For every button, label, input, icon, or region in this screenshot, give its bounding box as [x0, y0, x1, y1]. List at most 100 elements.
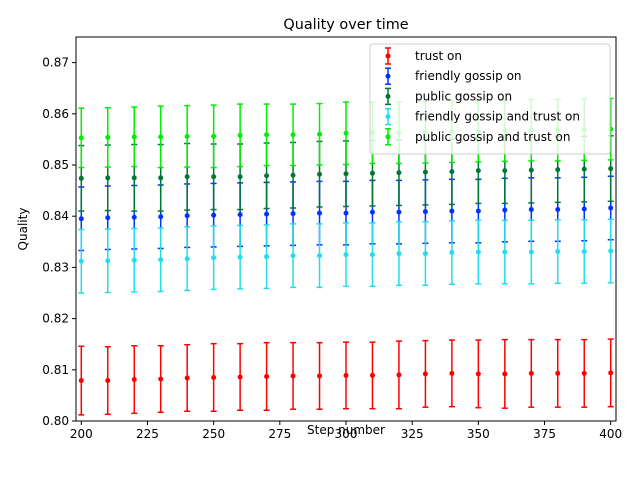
- data-point: [449, 250, 455, 256]
- data-point: [422, 371, 428, 377]
- legend: trust on friendly gossip on public gossip …: [369, 43, 611, 155]
- data-point: [608, 370, 614, 376]
- data-point: [555, 370, 561, 376]
- data-point: [555, 167, 561, 173]
- series-1: [78, 338, 614, 416]
- data-point: [158, 257, 164, 263]
- data-point: [290, 373, 296, 379]
- series-4: [78, 218, 614, 294]
- y-tick-label: 0.80: [42, 414, 69, 428]
- data-point: [184, 375, 190, 381]
- data-point: [528, 207, 534, 213]
- data-point: [502, 371, 508, 377]
- data-point: [449, 169, 455, 175]
- data-point: [78, 258, 84, 264]
- data-point: [475, 168, 481, 174]
- data-point: [184, 174, 190, 180]
- data-point: [264, 173, 270, 179]
- data-point: [264, 132, 270, 138]
- data-point: [211, 255, 217, 261]
- legend-label: public gossip on: [415, 89, 512, 103]
- data-point: [237, 254, 243, 260]
- legend-marker: [385, 114, 391, 120]
- data-point: [502, 168, 508, 174]
- data-point: [131, 377, 137, 383]
- data-point: [475, 208, 481, 214]
- data-point: [237, 212, 243, 218]
- x-tick-label: 225: [136, 427, 159, 441]
- data-point: [158, 134, 164, 140]
- data-point: [158, 376, 164, 382]
- y-axis-label: Quality: [16, 208, 30, 251]
- data-point: [422, 169, 428, 175]
- data-point: [343, 210, 349, 216]
- data-point: [317, 373, 323, 379]
- data-point: [555, 249, 561, 255]
- data-point: [608, 248, 614, 254]
- data-point: [264, 211, 270, 217]
- x-tick-label: 250: [202, 427, 225, 441]
- data-point: [184, 133, 190, 139]
- x-axis-label: Step number: [307, 423, 385, 437]
- data-point: [237, 374, 243, 380]
- data-point: [105, 378, 111, 384]
- data-point: [211, 212, 217, 218]
- data-point: [290, 211, 296, 217]
- data-point: [317, 131, 323, 137]
- data-point: [78, 175, 84, 181]
- data-point: [369, 252, 375, 258]
- legend-label: trust on: [415, 49, 462, 63]
- data-point: [290, 172, 296, 178]
- data-point: [78, 216, 84, 222]
- data-point: [343, 130, 349, 136]
- data-point: [211, 374, 217, 380]
- data-point: [396, 170, 402, 176]
- y-tick-label: 0.82: [42, 312, 69, 326]
- data-point: [581, 249, 587, 255]
- data-point: [317, 171, 323, 177]
- data-point: [608, 166, 614, 172]
- chart-title: Quality over time: [283, 17, 408, 33]
- data-point: [502, 207, 508, 213]
- legend-entry: trust on: [385, 47, 462, 65]
- data-point: [369, 209, 375, 215]
- legend-label: public gossip and trust on: [415, 130, 571, 144]
- data-point: [475, 249, 481, 255]
- data-point: [581, 206, 587, 212]
- legend-box: [369, 43, 611, 155]
- data-point: [449, 370, 455, 376]
- data-point: [528, 370, 534, 376]
- y-tick-label: 0.83: [42, 260, 69, 274]
- data-point: [369, 170, 375, 176]
- data-point: [343, 252, 349, 258]
- data-point: [449, 208, 455, 214]
- data-point: [264, 373, 270, 379]
- legend-marker: [385, 93, 391, 99]
- legend-entry: public gossip on: [385, 87, 512, 106]
- data-point: [396, 209, 402, 215]
- data-point: [158, 175, 164, 181]
- data-point: [502, 249, 508, 255]
- x-tick-label: 200: [70, 427, 93, 441]
- y-tick-label: 0.84: [42, 209, 69, 223]
- data-point: [105, 175, 111, 181]
- legend-marker: [385, 73, 391, 79]
- data-point: [422, 251, 428, 257]
- legend-marker: [385, 134, 391, 140]
- data-point: [105, 215, 111, 221]
- data-point: [396, 372, 402, 378]
- y-tick-label: 0.87: [42, 56, 69, 70]
- y-tick-label: 0.81: [42, 363, 69, 377]
- data-point: [237, 174, 243, 180]
- data-point: [158, 214, 164, 220]
- x-tick-label: 375: [533, 427, 556, 441]
- data-point: [528, 249, 534, 255]
- x-tick-label: 275: [268, 427, 291, 441]
- data-point: [317, 210, 323, 216]
- legend-marker: [385, 53, 391, 59]
- data-point: [290, 253, 296, 259]
- data-point: [396, 251, 402, 257]
- legend-entry: public gossip and trust on: [385, 128, 571, 146]
- data-point: [343, 171, 349, 177]
- data-point: [131, 175, 137, 181]
